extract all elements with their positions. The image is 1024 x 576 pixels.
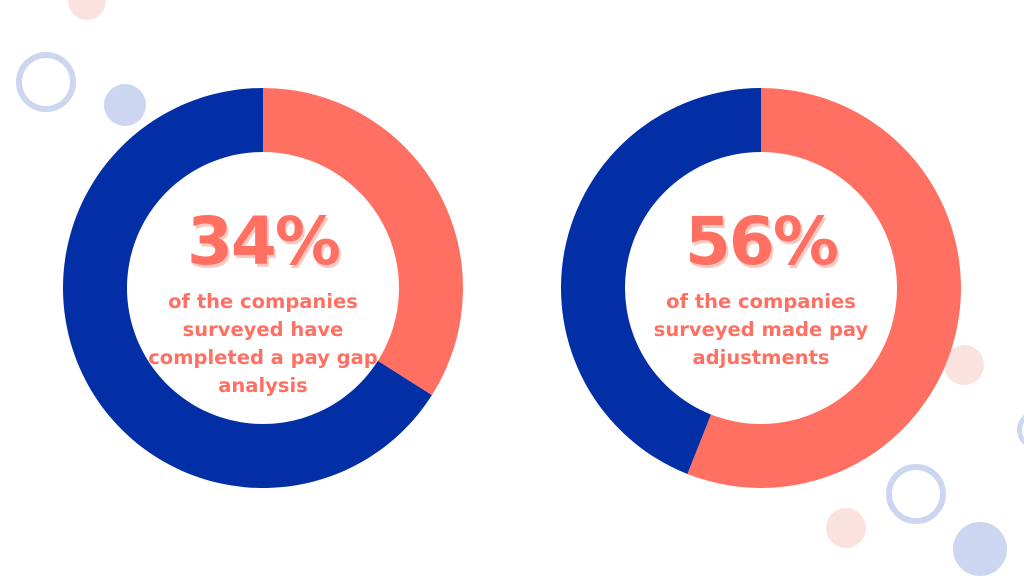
decor-ring (16, 52, 76, 112)
caption-line: adjustments (692, 346, 830, 369)
donut-slice-remainder (561, 88, 761, 474)
caption-line: completed a pay gap (148, 346, 378, 369)
caption-line: surveyed made pay (653, 318, 869, 341)
caption-line: surveyed have (182, 318, 344, 341)
decor-dot (944, 345, 984, 385)
donut-slice-remainder (63, 88, 432, 488)
decor-dot (104, 84, 146, 126)
donut-chart-pay-adjustments: 56% of the companies surveyed made pay a… (561, 88, 961, 488)
caption-line: of the companies (666, 290, 856, 313)
caption: of the companies surveyed made pay adjus… (631, 288, 891, 372)
decor-ring (886, 464, 946, 524)
decor-ring (1017, 410, 1024, 450)
decor-dot (826, 508, 866, 548)
decor-dot (68, 0, 106, 20)
caption: of the companies surveyed have completed… (133, 288, 393, 400)
caption-line: of the companies (168, 290, 358, 313)
decor-dot (953, 522, 1007, 576)
donut-chart-pay-gap-analysis: 34% of the companies surveyed have compl… (63, 88, 463, 488)
percentage-value: 56% (685, 203, 839, 280)
donut-svg (561, 88, 961, 488)
caption-line: analysis (218, 374, 308, 397)
donut-slice-highlight (687, 88, 961, 488)
donut-svg (63, 88, 463, 488)
percentage-value: 34% (187, 203, 341, 280)
donut-slice-highlight (263, 88, 463, 396)
